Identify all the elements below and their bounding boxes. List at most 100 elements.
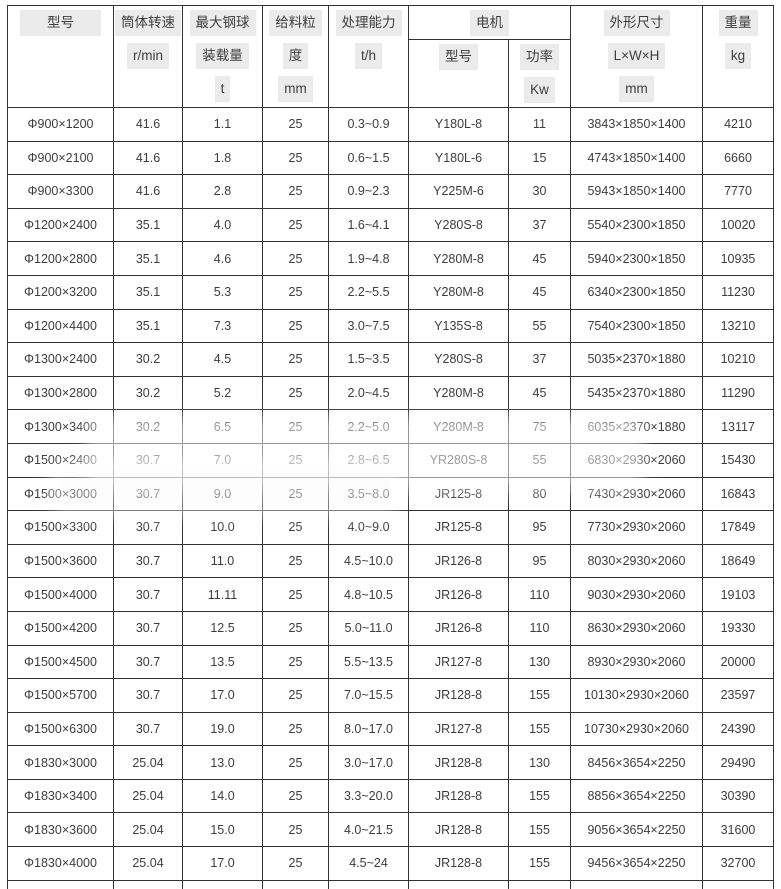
- cell-weight_kg: 13210: [702, 308, 774, 344]
- cell-feed_size_mm: 25: [262, 207, 329, 243]
- cell-capacity_tph: 3.3~20.0: [328, 778, 409, 814]
- cell-capacity_tph: 3.5~8.0: [328, 476, 409, 512]
- cell-weight_kg: 10020: [702, 207, 774, 243]
- cell-weight_kg: 30390: [702, 778, 774, 814]
- cell-max_ball_load_t: 10.0: [182, 510, 263, 545]
- cell-max_ball_load_t: 4.6: [182, 241, 263, 276]
- header-weight-unit: kg: [724, 43, 752, 69]
- table-row: Φ1500×4200 30.7 12.5 25 5.0~11.0 JR126-8 110 86…: [7, 610, 774, 646]
- table-row: Φ1500×5700 30.7 17.0 25 7.0~15.5 JR128-8 155 10…: [7, 678, 774, 713]
- cell-feed_size_mm: 25: [262, 241, 329, 276]
- table-row: Φ1500×3300 30.7 10.0 25 4.0~9.0 JR125-8 95 7730…: [7, 510, 774, 545]
- header-weight: 重量 kg: [702, 5, 774, 108]
- cell-motor_model: JR128-8: [408, 812, 509, 848]
- table-row: Φ1300×3400 30.2 6.5 25 2.2~5.0 Y280M-8 75 6035×…: [7, 409, 774, 444]
- header-ball-unit: t: [214, 76, 231, 102]
- cell-model: Φ1830×4000: [7, 846, 114, 881]
- cell-max_ball_load_t: 7.3: [182, 308, 263, 344]
- cell-model: Φ1500×6300: [7, 711, 114, 747]
- cell-capacity_tph: 4.5~24: [328, 846, 409, 881]
- cell-dimensions_mm: 5540×2300×1850: [570, 207, 703, 243]
- cell-dimensions_mm: 5435×2370×1880: [570, 375, 703, 411]
- cell-capacity_tph: 4.5~10.0: [328, 543, 409, 579]
- header-feed-line2: 度: [282, 43, 309, 69]
- cell-motor_model: JR126-8: [408, 543, 509, 579]
- cell-feed_size_mm: 25: [262, 510, 329, 545]
- cell-weight_kg: 7770: [702, 174, 774, 209]
- cell-motor_model: JR128-8: [408, 846, 509, 881]
- cell-model: Φ1500×3300: [7, 510, 114, 545]
- cell-capacity_tph: 1.9~4.8: [328, 241, 409, 276]
- cell-model: Φ900×3300: [7, 174, 114, 209]
- cell-weight_kg: 11230: [702, 274, 774, 310]
- cell-dimensions_mm: 6340×2300×1850: [570, 274, 703, 310]
- cell-motor_power_kw: 95: [508, 510, 571, 545]
- cell-motor_power_kw: 155: [508, 678, 571, 713]
- cell-motor_power_kw: 45: [508, 241, 571, 276]
- cell-max_ball_load_t: 1.8: [182, 140, 263, 176]
- cell-weight_kg: 32700: [702, 846, 774, 881]
- cell-motor_model: Y280S-8: [408, 342, 509, 377]
- cell-feed_size_mm: 25: [262, 375, 329, 411]
- cell-model: Φ1830×3400: [7, 778, 114, 814]
- cell-dimensions_mm: 8930×2930×2060: [570, 644, 703, 680]
- cell-motor_model: Y135S-8: [408, 308, 509, 344]
- cell-max_ball_load_t: 7.0: [182, 442, 263, 478]
- cell-capacity_tph: 2.2~5.5: [328, 274, 409, 310]
- cell-dimensions_mm: 9456×3654×2250: [570, 846, 703, 881]
- cell-model: Φ1500×2400: [7, 442, 114, 478]
- cell-motor_power_kw: 15: [508, 140, 571, 176]
- cell-cylinder_speed_rpm: 30.7: [113, 610, 183, 646]
- cell-weight_kg: 17849: [702, 510, 774, 545]
- cell-max_ball_load_t: 11.0: [182, 543, 263, 579]
- cell-capacity_tph: 5.5~13.5: [328, 644, 409, 680]
- cell-feed_size_mm: 25: [262, 543, 329, 579]
- cell-weight_kg: 6660: [702, 140, 774, 176]
- cell-motor_power_kw: 45: [508, 375, 571, 411]
- cell-motor_power_kw: 55: [508, 442, 571, 478]
- cell-motor_model: Y280S-8: [408, 207, 509, 243]
- cell-feed_size_mm: 25: [262, 577, 329, 612]
- cell-weight_kg: 20000: [702, 644, 774, 680]
- cell-model: Φ900×1200: [7, 107, 114, 142]
- cell-motor_power_kw: 130: [508, 644, 571, 680]
- cell-motor_model: Y225M-6: [408, 174, 509, 209]
- cell-motor_model: Y280M-8: [408, 241, 509, 276]
- cell-motor_model: Y280M-8: [408, 409, 509, 444]
- cell-model: Φ1200×4400: [7, 308, 114, 344]
- header-capacity-unit: t/h: [354, 43, 382, 69]
- cell-motor_power_kw: 37: [508, 342, 571, 377]
- cell-weight_kg: 24390: [702, 711, 774, 747]
- cell-feed_size_mm: 25: [262, 442, 329, 478]
- cell-max_ball_load_t: 4.0: [182, 207, 263, 243]
- cell-dimensions_mm: 8456×3654×2250: [570, 745, 703, 780]
- cell-cylinder_speed_rpm: 30.7: [113, 543, 183, 579]
- cell-capacity_tph: 8.0~17.0: [328, 711, 409, 747]
- cell-motor_power_kw: 11: [508, 107, 571, 142]
- header-feed-size: 给料粒 度 mm: [262, 5, 329, 108]
- header-power-line1: 功率: [520, 44, 559, 70]
- cell-dimensions_mm: 8856×3654×2250: [570, 778, 703, 814]
- cell-cylinder_speed_rpm: 41.6: [113, 107, 183, 142]
- table-row: Φ1300×2800 30.2 5.2 25 2.0~4.5 Y280M-8 45 5435×…: [7, 375, 774, 411]
- header-max-ball-load: 最大钢球 装载量 t: [182, 5, 263, 108]
- cell-cylinder_speed_rpm: 35.1: [113, 241, 183, 276]
- cell-dimensions_mm: 9056×3654×2250: [570, 812, 703, 848]
- cell-feed_size_mm: 25: [262, 140, 329, 176]
- cell-dimensions_mm: 8030×2930×2060: [570, 543, 703, 579]
- cell-cylinder_speed_rpm: 30.7: [113, 678, 183, 713]
- cell-capacity_tph: 7.0~15.5: [328, 678, 409, 713]
- cell-motor_power_kw: 37: [508, 207, 571, 243]
- cell-dimensions_mm: 6035×2370×1880: [570, 409, 703, 444]
- header-model: 型号: [7, 5, 114, 108]
- table-row: Φ1500×4500 30.7 13.5 25 5.5~13.5 JR127-8 130 89…: [7, 644, 774, 680]
- cell-max_ball_load_t: 11.11: [182, 577, 263, 612]
- header-motor-group: 电机: [408, 5, 571, 40]
- cell-weight_kg: 19330: [702, 610, 774, 646]
- cell-motor_model: JR128-8: [408, 745, 509, 780]
- cell-weight_kg: 18649: [702, 543, 774, 579]
- cell-dimensions_mm: 8630×2930×2060: [570, 610, 703, 646]
- cell-max_ball_load_t: 17.0: [182, 678, 263, 713]
- cell-cylinder_speed_rpm: 30.2: [113, 342, 183, 377]
- cell-dimensions_mm: 4743×1850×1400: [570, 140, 703, 176]
